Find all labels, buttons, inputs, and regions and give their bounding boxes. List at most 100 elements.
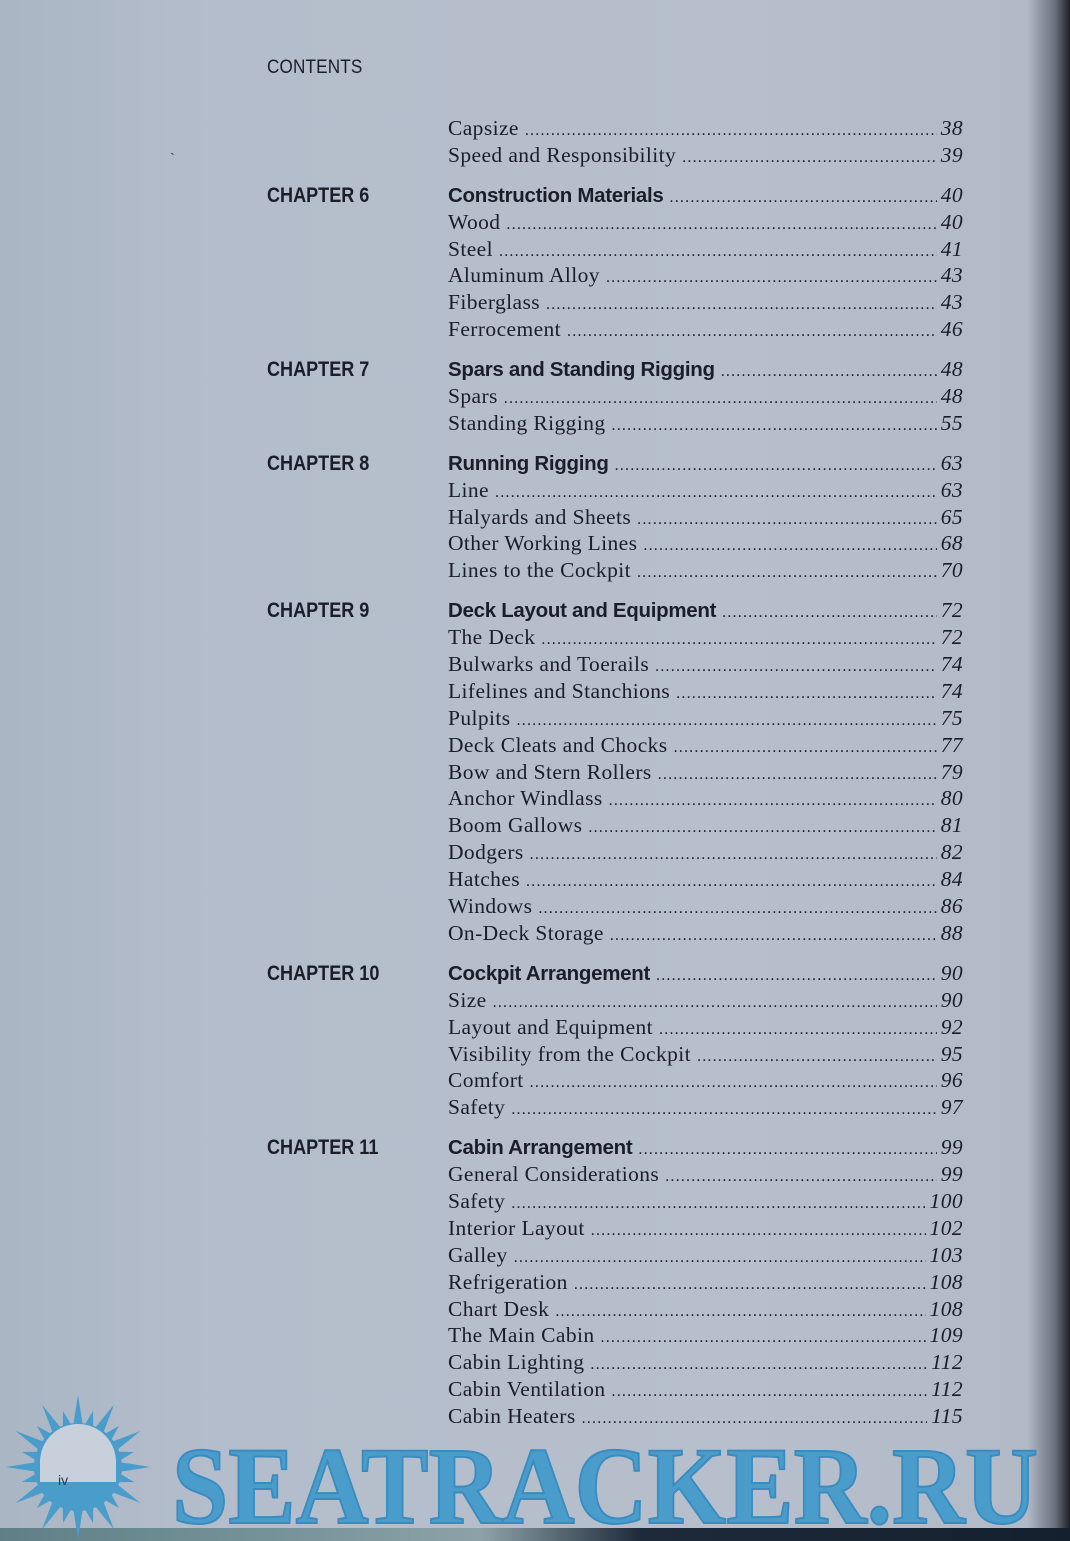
toc-entry[interactable]: Wood 40 — [448, 209, 963, 236]
toc-entry[interactable]: The Deck 72 — [448, 624, 963, 651]
toc-entry[interactable]: Other Working Lines 68 — [448, 530, 963, 557]
toc-entry[interactable]: Hatches 84 — [448, 866, 963, 893]
toc-entry[interactable]: Safety 97 — [448, 1094, 963, 1121]
toc-entry[interactable]: Pulpits 75 — [448, 705, 963, 732]
entry-page: 84 — [940, 867, 963, 892]
sun-ray — [15, 1431, 47, 1452]
toc-entry[interactable]: Safety 100 — [448, 1188, 963, 1215]
entry-page: 70 — [940, 558, 963, 583]
toc-chapter-title[interactable]: Cabin Arrangement 99 — [448, 1134, 963, 1161]
entry-page: 74 — [940, 652, 963, 677]
dot-leader — [511, 1097, 936, 1124]
toc-entry[interactable]: Cabin Heaters 115 — [448, 1403, 963, 1430]
entry-page: 40 — [940, 209, 963, 234]
toc-entry[interactable]: Comfort 96 — [448, 1067, 963, 1094]
entry-title: Dodgers — [448, 840, 524, 865]
toc-entry[interactable]: Cabin Ventilation 112 — [448, 1376, 963, 1403]
chapter-label: CHAPTER 10 — [267, 961, 380, 985]
entry-page: 96 — [940, 1068, 963, 1093]
entry-page: 79 — [940, 759, 963, 784]
entry-title: Other Working Lines — [448, 531, 638, 556]
entry-title: Safety — [448, 1095, 506, 1120]
toc-entry[interactable]: Cabin Lighting 112 — [448, 1349, 963, 1376]
dot-leader — [637, 507, 937, 534]
entry-page: 92 — [940, 1014, 963, 1039]
toc-chapter-title[interactable]: Spars and Standing Rigging 48 — [448, 356, 963, 383]
toc-chapter-title[interactable]: Construction Materials 40 — [448, 182, 963, 209]
entry-page: 103 — [929, 1242, 963, 1267]
sun-ray — [42, 1404, 63, 1436]
entry-page: 112 — [931, 1350, 963, 1375]
entry-page: 97 — [940, 1095, 963, 1120]
entry-page: 86 — [940, 894, 963, 919]
toc-entry[interactable]: General Considerations 99 — [448, 1161, 963, 1188]
toc-chapter-title[interactable]: Deck Layout and Equipment 72 — [448, 597, 963, 624]
entry-title: Bow and Stern Rollers — [448, 759, 652, 784]
toc-entry[interactable]: Fiberglass 43 — [448, 289, 963, 316]
entry-title: Refrigeration — [448, 1269, 568, 1294]
toc-chapter-title[interactable]: Cockpit Arrangement 90 — [448, 960, 963, 987]
dot-leader — [659, 1017, 937, 1044]
entry-title: Cabin Arrangement — [448, 1136, 633, 1160]
entry-page: 55 — [940, 410, 963, 435]
dot-leader — [665, 1164, 936, 1191]
toc-entry[interactable]: Deck Cleats and Chocks 77 — [448, 732, 963, 759]
dot-leader — [612, 413, 937, 440]
toc-entry[interactable]: Visibility from the Cockpit 95 — [448, 1041, 963, 1068]
entry-title: Construction Materials — [448, 183, 664, 207]
entry-title: Spars and Standing Rigging — [448, 358, 715, 382]
toc-entry[interactable]: Chart Desk 108 — [448, 1296, 963, 1323]
toc-entry[interactable]: Steel 41 — [448, 236, 963, 263]
entry-page: 48 — [940, 357, 963, 382]
scan-speck: ˏ — [170, 141, 175, 156]
dot-leader — [504, 386, 937, 413]
toc-entry[interactable]: Refrigeration 108 — [448, 1269, 963, 1296]
toc-entry[interactable]: Anchor Windlass 80 — [448, 785, 963, 812]
entry-page: 109 — [929, 1323, 963, 1348]
toc-entry[interactable]: The Main Cabin 109 — [448, 1322, 963, 1349]
toc-entry[interactable]: Spars 48 — [448, 383, 963, 410]
entry-page: 82 — [940, 840, 963, 865]
sun-ray — [6, 1461, 39, 1473]
toc-entry[interactable]: Ferrocement 46 — [448, 316, 963, 343]
toc-entry[interactable]: Lines to the Cockpit 70 — [448, 557, 963, 584]
entry-page: 99 — [940, 1135, 963, 1160]
entry-page: 99 — [940, 1162, 963, 1187]
toc-entry[interactable]: Line 63 — [448, 477, 963, 504]
toc-entry[interactable]: Aluminum Alloy 43 — [448, 262, 963, 289]
entry-page: 108 — [929, 1296, 963, 1321]
sun-ray — [15, 1482, 47, 1503]
sun-ray — [93, 1404, 114, 1436]
entry-page: 77 — [940, 732, 963, 757]
dot-leader — [615, 453, 937, 480]
toc-entry[interactable]: Interior Layout 102 — [448, 1215, 963, 1242]
toc-entry[interactable]: Boom Gallows 81 — [448, 812, 963, 839]
toc-entry[interactable]: Galley 103 — [448, 1242, 963, 1269]
sun-ray — [117, 1461, 150, 1473]
entry-title: Deck Cleats and Chocks — [448, 732, 668, 757]
toc-entry[interactable]: Speed and Responsibility 39 — [448, 142, 963, 169]
toc-entry[interactable]: Halyards and Sheets 65 — [448, 504, 963, 531]
entry-page: 43 — [940, 290, 963, 315]
dot-leader — [538, 896, 936, 923]
toc-entry[interactable]: Lifelines and Stanchions 74 — [448, 678, 963, 705]
toc-entry[interactable]: Dodgers 82 — [448, 839, 963, 866]
dot-leader — [601, 1325, 926, 1352]
dot-leader — [514, 1245, 926, 1272]
entry-title: Wood — [448, 209, 501, 234]
toc-chapter-title[interactable]: Running Rigging 63 — [448, 450, 963, 477]
toc-entry[interactable]: Bow and Stern Rollers 79 — [448, 759, 963, 786]
dot-leader — [656, 963, 937, 990]
toc-entry[interactable]: Size 90 — [448, 987, 963, 1014]
toc-entry[interactable]: Bulwarks and Toerails 74 — [448, 651, 963, 678]
toc-entry[interactable]: On-Deck Storage 88 — [448, 920, 963, 947]
toc-entry[interactable]: Layout and Equipment 92 — [448, 1014, 963, 1041]
dot-leader — [637, 560, 937, 587]
toc-entry[interactable]: Capsize 38 — [448, 115, 963, 142]
entry-title: Fiberglass — [448, 290, 540, 315]
entry-title: Deck Layout and Equipment — [448, 599, 717, 623]
entry-title: Safety — [448, 1188, 506, 1213]
entry-title: Cabin Ventilation — [448, 1377, 606, 1402]
toc-entry[interactable]: Standing Rigging 55 — [448, 410, 963, 437]
toc-entry[interactable]: Windows 86 — [448, 893, 963, 920]
